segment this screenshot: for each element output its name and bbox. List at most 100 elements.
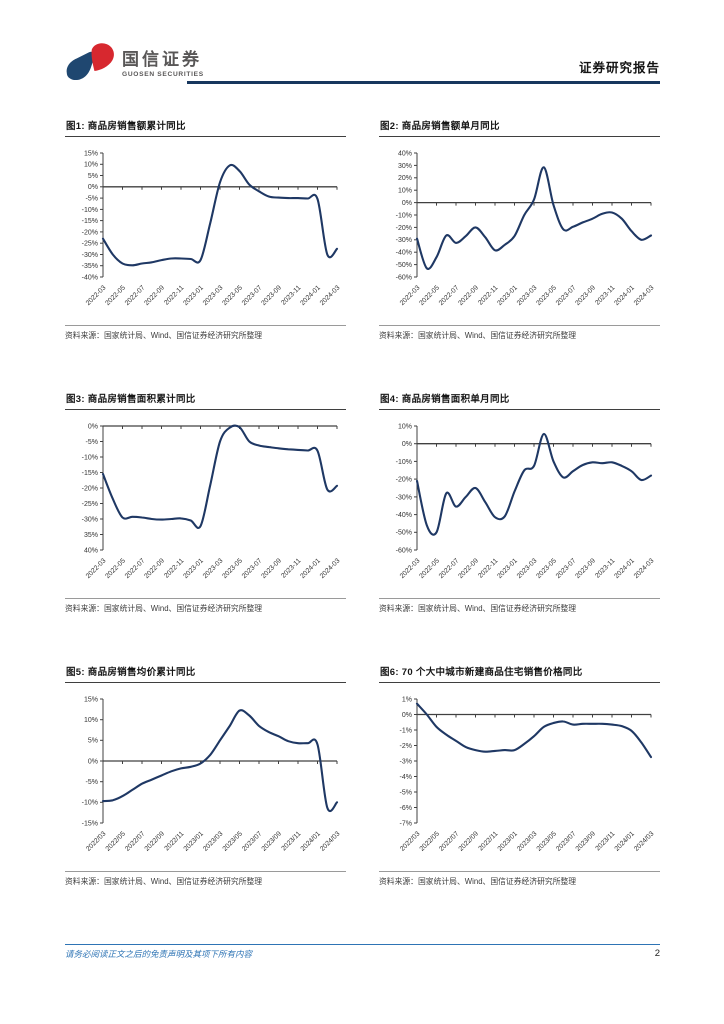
line-chart: 0%-5%-10%-15%-20%-25%-30%35%40%2022-0320… — [82, 423, 342, 580]
svg-text:2022-07: 2022-07 — [438, 284, 461, 307]
svg-text:-10%: -10% — [396, 212, 412, 219]
svg-text:2024-01: 2024-01 — [299, 284, 322, 307]
svg-text:-60%: -60% — [396, 274, 412, 281]
svg-text:-30%: -30% — [82, 516, 98, 523]
svg-text:-20%: -20% — [82, 485, 98, 492]
svg-text:2023-09: 2023-09 — [260, 284, 283, 307]
svg-text:-10%: -10% — [82, 800, 98, 807]
brand-name-cn: 国信证券 — [122, 50, 202, 69]
figure-2-source: 资料来源：国家统计局、Wind、国信证券经济研究所整理 — [379, 325, 660, 341]
svg-text:-6%: -6% — [400, 805, 412, 812]
svg-text:2023/11: 2023/11 — [280, 830, 302, 852]
svg-text:2022-05: 2022-05 — [104, 557, 127, 580]
svg-text:2023-05: 2023-05 — [535, 557, 558, 580]
svg-text:-25%: -25% — [82, 241, 98, 248]
svg-text:-25%: -25% — [82, 501, 98, 508]
svg-text:2022/11: 2022/11 — [477, 830, 499, 852]
svg-text:-5%: -5% — [86, 779, 98, 786]
svg-text:0%: 0% — [88, 423, 98, 430]
svg-text:2022/03: 2022/03 — [399, 830, 421, 852]
figure-6: 图6: 70 个大中城市新建商品住宅销售价格同比 1% 0% -1% -2% -3% -4… — [379, 664, 660, 887]
svg-text:2022/07: 2022/07 — [124, 830, 146, 852]
svg-text:-15%: -15% — [82, 820, 98, 827]
svg-text:2022-05: 2022-05 — [418, 557, 441, 580]
svg-text:-5%: -5% — [86, 196, 98, 203]
line-chart: 10%0%-10%-20%-30%-40%-50%-60%2022-032022… — [396, 423, 656, 580]
svg-text:0%: 0% — [88, 184, 98, 191]
svg-text:0%: 0% — [402, 441, 412, 448]
svg-text:2023/05: 2023/05 — [222, 830, 244, 852]
page-header: 国信证券 GUOSEN SECURITIES 证券研究报告 — [65, 42, 660, 96]
svg-text:2023-05: 2023-05 — [221, 284, 244, 307]
svg-text:-1%: -1% — [400, 727, 412, 734]
svg-text:2023/03: 2023/03 — [202, 830, 224, 852]
svg-text:40%: 40% — [84, 547, 98, 554]
svg-text:2022-03: 2022-03 — [85, 557, 108, 580]
line-chart: 1%0%-1%-2%-3%-4%-5%-6%-7%2022/032022/052… — [399, 696, 655, 852]
figure-3: 图3: 商品房销售面积累计同比 0% -5% -10% -15% -20% -25% -30… — [65, 391, 346, 614]
svg-text:2023-09: 2023-09 — [574, 284, 597, 307]
svg-text:-7%: -7% — [400, 820, 412, 827]
svg-text:10%: 10% — [84, 162, 98, 169]
svg-text:2023-03: 2023-03 — [516, 284, 539, 307]
svg-text:2023-03: 2023-03 — [516, 557, 539, 580]
svg-text:2022-07: 2022-07 — [124, 284, 147, 307]
figure-5-source: 资料来源：国家统计局、Wind、国信证券经济研究所整理 — [65, 871, 346, 887]
svg-text:15%: 15% — [84, 150, 98, 157]
svg-text:2023/09: 2023/09 — [261, 830, 283, 852]
svg-text:2024-01: 2024-01 — [613, 284, 636, 307]
figure-4-chart: 10% 0% -10% -20% -30% -40% -50% -60% 2022-03 2022… — [379, 418, 660, 596]
svg-text:2023/03: 2023/03 — [516, 830, 538, 852]
svg-text:2022/07: 2022/07 — [438, 830, 460, 852]
page-number: 2 — [654, 948, 660, 959]
svg-text:2023-01: 2023-01 — [496, 284, 519, 307]
svg-text:2022/11: 2022/11 — [163, 830, 185, 852]
svg-text:2024-03: 2024-03 — [633, 284, 656, 307]
figure-2: 图2: 商品房销售额单月同比 40% 30% 20% 10% 0% -10% -20% -30… — [379, 118, 660, 341]
svg-text:2022-07: 2022-07 — [124, 557, 147, 580]
guosen-logo-icon — [66, 43, 114, 81]
figure-1-chart: 15% 10% 5% 0% -5% -10% -15% -20% -25% -30% -35% -40… — [65, 145, 346, 323]
svg-text:-10%: -10% — [396, 459, 412, 466]
svg-text:-40%: -40% — [396, 512, 412, 519]
svg-text:10%: 10% — [398, 188, 412, 195]
svg-text:2022-07: 2022-07 — [438, 557, 461, 580]
svg-text:2024-03: 2024-03 — [319, 557, 342, 580]
figure-1-title: 图1: 商品房销售额累计同比 — [65, 118, 346, 137]
svg-text:2023/07: 2023/07 — [555, 830, 577, 852]
figure-5-title: 图5: 商品房销售均价累计同比 — [65, 664, 346, 683]
header-divider — [187, 81, 660, 84]
svg-text:-20%: -20% — [396, 225, 412, 232]
svg-text:2023-07: 2023-07 — [241, 557, 264, 580]
figure-6-source: 资料来源：国家统计局、Wind、国信证券经济研究所整理 — [379, 871, 660, 887]
svg-text:5%: 5% — [88, 173, 98, 180]
brand-text: 国信证券 GUOSEN SECURITIES — [122, 42, 204, 78]
figure-6-chart: 1% 0% -1% -2% -3% -4% -5% -6% -7% 2022/03 2022/05 2… — [379, 691, 660, 869]
page-footer: 请务必阅读正文之后的免责声明及其项下所有内容 2 — [65, 944, 660, 960]
svg-text:2024-01: 2024-01 — [613, 557, 636, 580]
svg-text:2023-07: 2023-07 — [555, 284, 578, 307]
svg-text:2022/09: 2022/09 — [458, 830, 480, 852]
svg-text:0%: 0% — [402, 712, 412, 719]
svg-text:2024-01: 2024-01 — [299, 557, 322, 580]
svg-text:2024/01: 2024/01 — [614, 830, 636, 852]
charts-grid: 图1: 商品房销售额累计同比 15% 10% 5% 0% -5% -10% -15% -20%… — [65, 118, 660, 887]
svg-text:2022/09: 2022/09 — [144, 830, 166, 852]
svg-text:-40%: -40% — [396, 250, 412, 257]
svg-text:-50%: -50% — [396, 530, 412, 537]
figure-5-chart: 15% 10% 5% 0% -5% -10% -15% 2022/03 2022/05 2022/… — [65, 691, 346, 869]
svg-text:-15%: -15% — [82, 470, 98, 477]
figure-4: 图4: 商品房销售面积单月同比 10% 0% -10% -20% -30% -40% -50… — [379, 391, 660, 614]
svg-text:15%: 15% — [84, 696, 98, 703]
svg-text:2023/07: 2023/07 — [241, 830, 263, 852]
svg-text:2024-03: 2024-03 — [319, 284, 342, 307]
figure-2-chart: 40% 30% 20% 10% 0% -10% -20% -30% -40% -50% -60% 20… — [379, 145, 660, 323]
figure-4-source: 资料来源：国家统计局、Wind、国信证券经济研究所整理 — [379, 598, 660, 614]
svg-text:-50%: -50% — [396, 262, 412, 269]
svg-text:2023/11: 2023/11 — [594, 830, 616, 852]
svg-text:-4%: -4% — [400, 774, 412, 781]
figure-6-title: 图6: 70 个大中城市新建商品住宅销售价格同比 — [379, 664, 660, 683]
svg-text:-5%: -5% — [86, 439, 98, 446]
figure-5: 图5: 商品房销售均价累计同比 15% 10% 5% 0% -5% -10% -15% 202… — [65, 664, 346, 887]
report-type-label: 证券研究报告 — [578, 61, 660, 75]
